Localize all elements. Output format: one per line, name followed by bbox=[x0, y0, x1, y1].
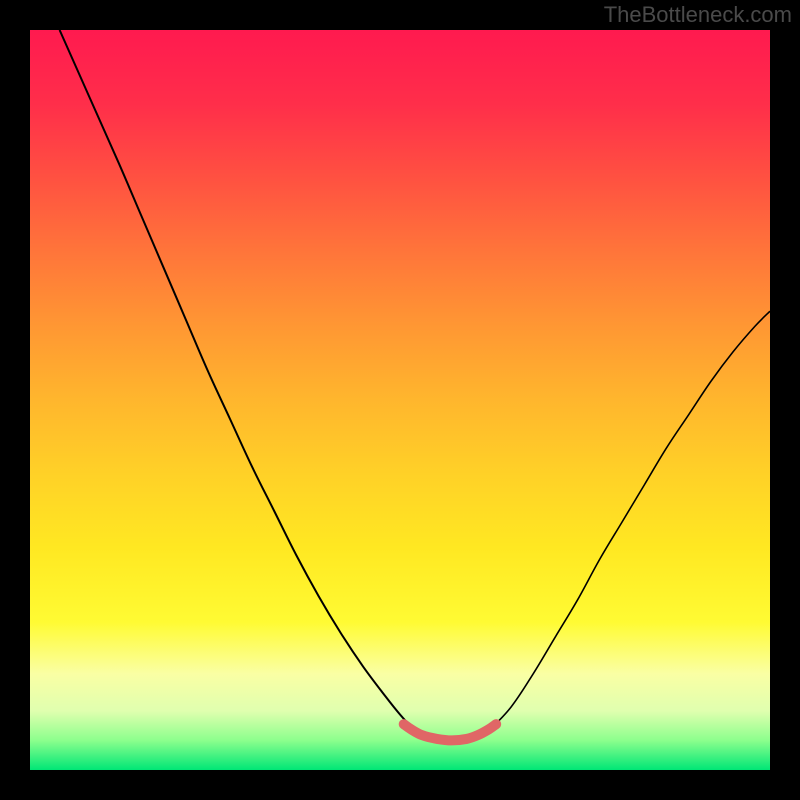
attribution-text: TheBottleneck.com bbox=[604, 2, 792, 28]
chart-container: TheBottleneck.com bbox=[0, 0, 800, 800]
gradient-background bbox=[30, 30, 770, 770]
bottleneck-chart bbox=[0, 0, 800, 800]
